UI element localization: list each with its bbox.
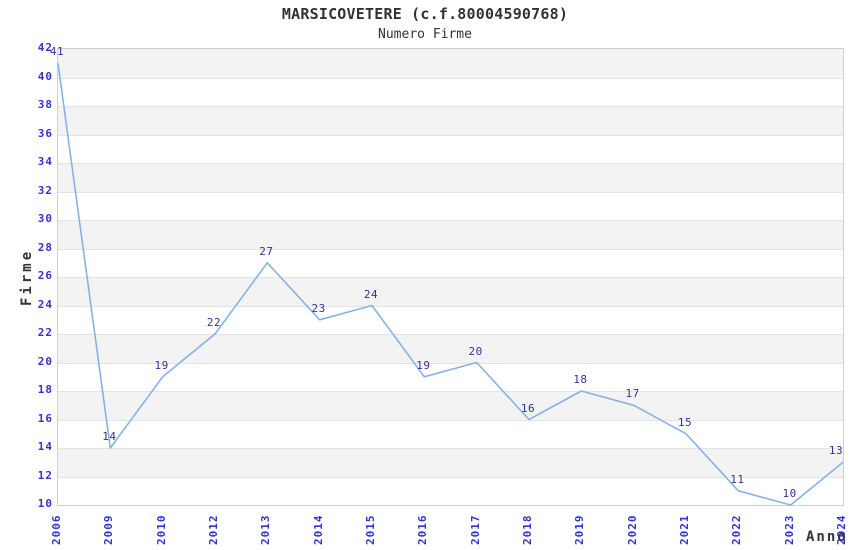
x-tick-label: 2013: [259, 514, 273, 546]
x-tick-label: 2016: [416, 514, 430, 546]
y-tick-label: 28: [37, 240, 53, 254]
y-tick-label: 12: [37, 468, 53, 482]
plot-area: [57, 48, 844, 506]
y-tick-label: 40: [37, 69, 53, 83]
y-tick-label: 42: [37, 41, 53, 54]
x-tick-label: 2010: [154, 514, 168, 546]
x-tick-label: 2009: [102, 514, 116, 546]
y-tick-label: 30: [37, 212, 53, 225]
data-point-label: 24: [363, 287, 379, 301]
data-point-label: 10: [782, 487, 797, 500]
x-tick-label: 2019: [573, 514, 587, 546]
y-tick-label: 36: [37, 126, 53, 140]
y-tick-label: 20: [37, 354, 53, 368]
x-tick-label: 2014: [311, 514, 325, 546]
y-tick-label: 38: [37, 98, 53, 111]
plot-band: [58, 248, 843, 277]
data-point-label: 16: [520, 401, 536, 415]
plot-band: [58, 163, 843, 192]
data-point-label: 18: [573, 373, 588, 386]
plot-band: [58, 305, 843, 334]
y-tick-label: 18: [37, 383, 53, 396]
x-tick-label: 2020: [625, 514, 639, 546]
chart-subtitle: Numero Firme: [378, 27, 472, 42]
y-tick-label: 22: [37, 326, 53, 339]
data-point-label: 11: [730, 472, 745, 486]
x-tick-label: 2006: [50, 514, 63, 546]
x-tick-label: 2015: [364, 514, 377, 546]
plot-band: [58, 77, 843, 106]
data-point-label: 22: [206, 316, 222, 329]
data-point-label: 27: [259, 244, 274, 258]
series-line: [57, 63, 844, 506]
y-tick-label: 16: [37, 411, 53, 425]
plot-band: [58, 220, 843, 249]
data-point-label: 23: [311, 301, 326, 315]
plot-band: [58, 391, 843, 420]
plot-band: [58, 106, 843, 135]
y-tick-label: 10: [37, 497, 53, 510]
y-axis-title: Firme: [19, 248, 35, 306]
x-tick-label: 2012: [207, 514, 220, 546]
x-tick-label: 2022: [730, 514, 744, 546]
y-tick-label: 34: [37, 155, 53, 168]
data-point-label: 13: [828, 444, 844, 458]
plot-band: [58, 191, 843, 220]
plot-band: [58, 134, 843, 163]
y-tick-label: 26: [37, 269, 53, 282]
data-point-label: 19: [416, 358, 431, 372]
data-point-label: 15: [677, 415, 693, 429]
plot-band: [58, 362, 843, 391]
line-series-svg: [57, 63, 844, 506]
data-point-label: 20: [468, 344, 483, 358]
x-tick-label: 2023: [782, 514, 796, 546]
y-tick-label: 32: [37, 183, 53, 197]
plot-band: [58, 419, 843, 448]
plot-band: [58, 277, 843, 306]
x-tick-label: 2021: [678, 514, 691, 546]
x-axis-title: Anno: [806, 529, 848, 545]
y-tick-label: 14: [37, 440, 53, 453]
plot-band: [58, 476, 843, 505]
chart-title: MARSICOVETERE (c.f.80004590768): [281, 5, 569, 23]
plot-band: [58, 334, 843, 363]
data-point-label: 14: [102, 430, 117, 443]
plot-band: [58, 49, 843, 78]
x-tick-label: 2017: [468, 514, 482, 546]
data-point-label: 19: [154, 358, 169, 372]
data-point-label: 17: [625, 387, 640, 401]
y-tick-label: 24: [37, 297, 53, 311]
x-tick-label: 2018: [521, 514, 534, 546]
data-point-label: 41: [49, 45, 65, 59]
